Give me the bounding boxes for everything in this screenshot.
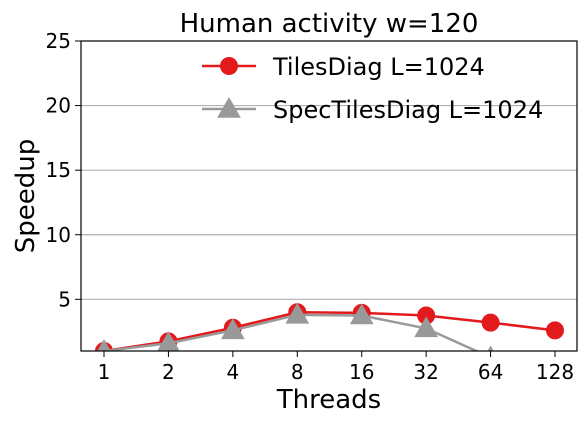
y-tick-label: 15 bbox=[46, 158, 71, 182]
x-tick-label: 64 bbox=[478, 360, 503, 384]
data-point bbox=[285, 302, 310, 324]
x-tick-label: 16 bbox=[349, 360, 374, 384]
data-point bbox=[220, 318, 245, 340]
grid-lines bbox=[81, 104, 577, 300]
y-tick-label: 20 bbox=[46, 94, 71, 118]
legend-item-1: TilesDiag L=1024 bbox=[202, 53, 485, 81]
plot-frame bbox=[80, 40, 578, 352]
legend-marker bbox=[220, 57, 238, 75]
series-layer bbox=[95, 302, 564, 351]
series-line bbox=[103, 310, 556, 351]
data-point bbox=[157, 331, 180, 351]
series-2 bbox=[97, 302, 494, 351]
y-tick-label: 10 bbox=[46, 223, 71, 247]
data-point bbox=[546, 321, 564, 340]
legend-item-2: SpecTilesDiag L=1024 bbox=[202, 96, 543, 124]
legend-marker bbox=[217, 96, 241, 118]
x-tick-label: 2 bbox=[162, 360, 175, 384]
chart-title: Human activity w=120 bbox=[180, 9, 479, 39]
legend: TilesDiag L=1024 SpecTilesDiag L=1024 bbox=[202, 53, 543, 124]
x-tick-label: 128 bbox=[536, 360, 574, 384]
data-point bbox=[414, 316, 439, 338]
x-tick-label: 8 bbox=[291, 360, 304, 384]
y-tick-label: 5 bbox=[58, 287, 71, 311]
x-tick-label: 1 bbox=[98, 360, 111, 384]
y-axis-ticks: 5 10 15 20 25 bbox=[46, 29, 81, 311]
x-tick-label: 4 bbox=[226, 360, 239, 384]
x-tick-label: 32 bbox=[413, 360, 438, 384]
data-point bbox=[97, 338, 111, 351]
legend-label: TilesDiag L=1024 bbox=[272, 53, 485, 81]
data-point bbox=[481, 313, 500, 332]
x-axis-ticks: 1 2 4 8 16 32 64 128 bbox=[98, 351, 574, 384]
legend-label: SpecTilesDiag L=1024 bbox=[273, 96, 543, 124]
y-tick-label: 25 bbox=[46, 29, 71, 53]
data-point bbox=[349, 303, 374, 325]
y-axis-label: Speedup bbox=[11, 139, 41, 254]
x-axis-label: Threads bbox=[276, 385, 381, 415]
data-point bbox=[487, 345, 494, 351]
